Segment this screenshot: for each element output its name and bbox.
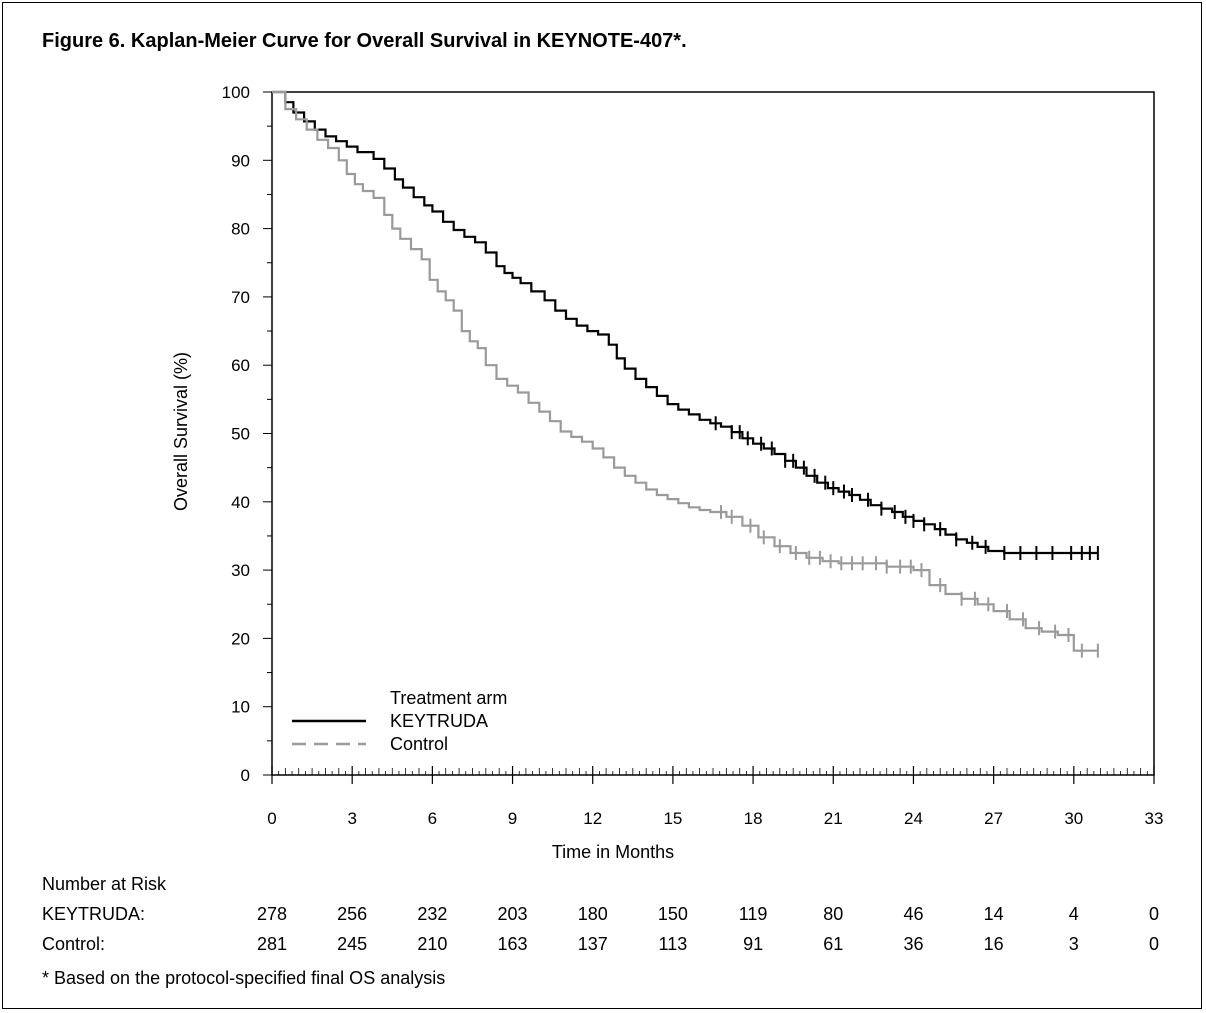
risk-keytruda-value: 14: [983, 904, 1004, 924]
risk-table-title: Number at Risk: [42, 874, 167, 894]
risk-keytruda-value: 180: [577, 904, 608, 924]
y-tick-label: 80: [231, 220, 250, 239]
legend-keytruda-label: KEYTRUDA: [390, 711, 488, 731]
footnote: * Based on the protocol-specified final …: [42, 968, 446, 988]
risk-keytruda-value: 119: [738, 904, 768, 924]
y-tick-label: 20: [231, 629, 250, 648]
x-axis-label: Time in Months: [552, 842, 674, 862]
x-tick-label: 0: [267, 809, 276, 828]
risk-keytruda-value: 80: [823, 904, 844, 924]
y-tick-label: 90: [231, 151, 250, 170]
risk-control-value: 0: [1148, 934, 1160, 954]
risk-control-value: 245: [337, 934, 368, 954]
plot-area: [271, 91, 1155, 776]
x-tick-label: 6: [428, 809, 437, 828]
x-tick-label: 3: [347, 809, 356, 828]
x-tick-label: 21: [824, 809, 843, 828]
risk-keytruda-value: 46: [903, 904, 924, 924]
x-tick-label: 18: [744, 809, 763, 828]
risk-keytruda-value: 150: [657, 904, 688, 924]
risk-control-value: 91: [743, 934, 764, 954]
risk-control-value: 137: [577, 934, 608, 954]
risk-keytruda-value: 0: [1148, 904, 1160, 924]
x-tick-label: 33: [1145, 809, 1164, 828]
risk-control-value: 210: [417, 934, 448, 954]
x-tick-label: 9: [508, 809, 517, 828]
risk-keytruda-value: 256: [337, 904, 368, 924]
x-tick-label: 30: [1064, 809, 1083, 828]
x-tick-label: 15: [663, 809, 682, 828]
risk-keytruda-value: 4: [1068, 904, 1079, 924]
y-tick-label: 100: [222, 83, 250, 102]
risk-control-value: 163: [497, 934, 528, 954]
risk-keytruda-value: 203: [497, 904, 528, 924]
y-tick-label: 30: [231, 561, 250, 580]
x-tick-label: 12: [583, 809, 602, 828]
control-curve: [272, 90, 1098, 652]
risk-control-value: 3: [1068, 934, 1079, 954]
y-tick-label: 10: [231, 698, 250, 717]
y-tick-label: 70: [231, 288, 250, 307]
risk-keytruda-value: 232: [417, 904, 448, 924]
legend-control-label: Control: [390, 734, 448, 754]
x-tick-label: 27: [984, 809, 1003, 828]
risk-keytruda-value: 278: [256, 904, 288, 924]
risk-row-label-control: Control:: [42, 934, 106, 954]
y-tick-label: 60: [231, 356, 250, 375]
figure-title: Figure 6. Kaplan-Meier Curve for Overall…: [42, 30, 687, 52]
risk-control-value: 61: [823, 934, 844, 954]
risk-control-value: 113: [658, 934, 688, 954]
risk-control-value: 16: [983, 934, 1004, 954]
risk-control-value: 281: [256, 934, 288, 954]
y-tick-label: 0: [241, 766, 250, 785]
keytruda-curve: [272, 90, 1098, 555]
legend-title: Treatment arm: [390, 688, 507, 708]
y-tick-label: 50: [231, 425, 250, 444]
y-axis-label: Overall Survival (%): [171, 352, 191, 511]
risk-control-value: 36: [903, 934, 924, 954]
x-tick-label: 24: [904, 809, 923, 828]
risk-row-label-keytruda: KEYTRUDA:: [42, 904, 146, 924]
y-tick-label: 40: [231, 493, 250, 512]
